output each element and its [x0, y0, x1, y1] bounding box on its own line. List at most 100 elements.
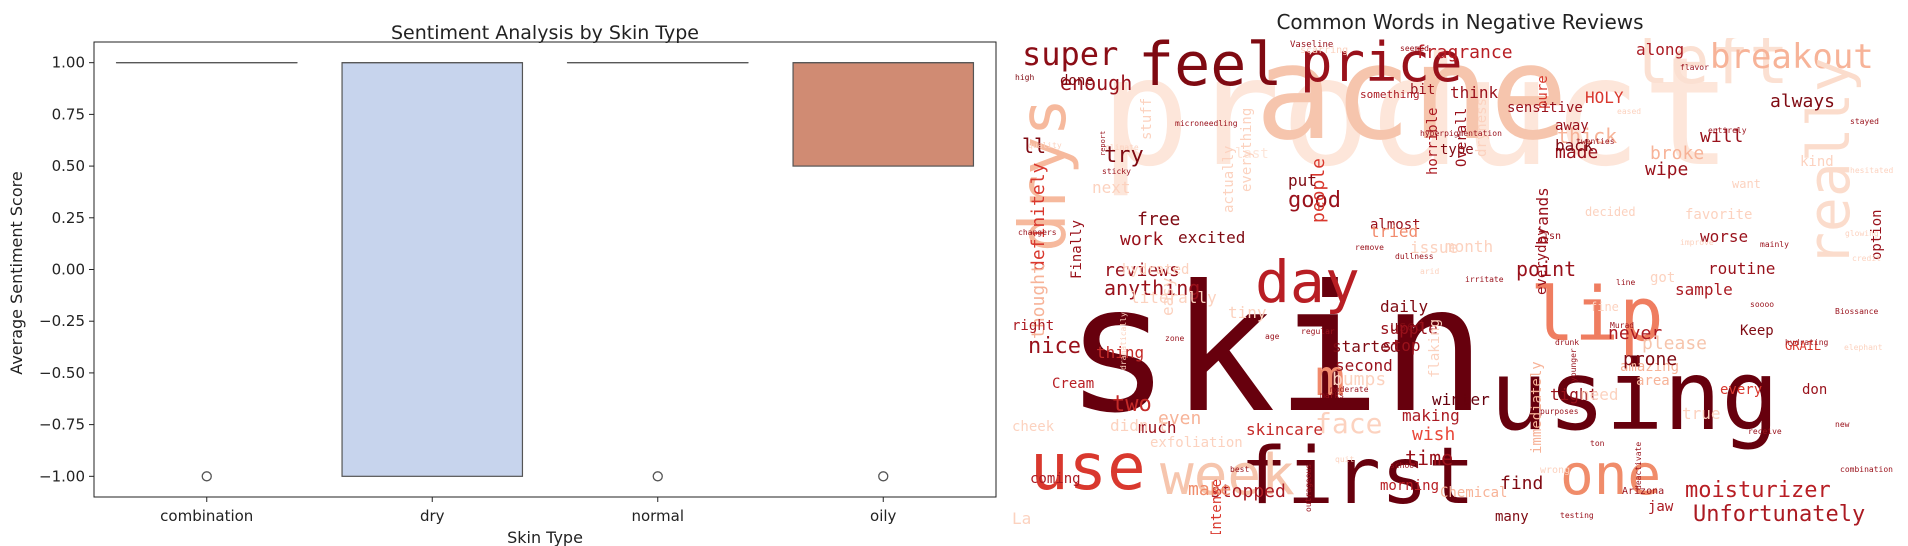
y-tick-label: 0.25: [52, 209, 85, 227]
wordcloud-word: everything: [1239, 107, 1255, 192]
wordcloud-word: m: [1315, 349, 1346, 407]
outlier-point: [652, 471, 663, 482]
wordcloud-word: improve: [1680, 238, 1714, 247]
wordcloud-word: seemed: [1400, 44, 1429, 53]
wordcloud-word: receive: [1748, 427, 1782, 436]
y-tick-label: −0.75: [39, 416, 85, 434]
y-tick-label: −1.00: [39, 467, 85, 485]
wordcloud-word: morning: [1380, 478, 1440, 494]
wordcloud-word: cheek: [1012, 419, 1055, 435]
wordcloud-word: testing: [1560, 511, 1594, 520]
wordcloud-word: hydrated: [1122, 262, 1190, 278]
wordcloud-word: decided: [1585, 205, 1636, 219]
wordcloud-word: product: [1100, 38, 1733, 200]
wordcloud-word: eased: [1617, 107, 1642, 116]
wordcloud-word: purposes: [1540, 407, 1579, 416]
wordcloud-word: moisturizer: [1685, 478, 1831, 503]
wordcloud-word: Finally: [1069, 219, 1085, 279]
wordcloud-word: second: [1335, 356, 1393, 375]
wordcloud-word: away: [1555, 118, 1589, 134]
wordcloud-word: stopped: [1210, 481, 1286, 502]
wordcloud-word: younger: [1569, 347, 1578, 382]
wordcloud-word: age: [1265, 332, 1280, 341]
wordcloud-word: got: [1650, 270, 1676, 286]
wordcloud-word: best: [1230, 465, 1250, 474]
wordcloud-word: amazing: [1620, 359, 1680, 375]
wordcloud-word: thing: [1096, 343, 1145, 362]
wordcloud-word: HOLY: [1585, 88, 1624, 107]
wordcloud-word: favorite: [1685, 207, 1753, 223]
wordcloud-word: broke: [1650, 143, 1705, 164]
wordcloud-word: sample: [1675, 280, 1733, 299]
wordcloud-word: sticky: [1102, 167, 1131, 176]
y-axis-label: Average Sentiment Score: [7, 171, 26, 374]
wordcloud-word: twenties: [1576, 137, 1615, 146]
wordcloud-word: skin: [1065, 249, 1487, 452]
wordcloud-word: marks: [1320, 391, 1345, 400]
wordcloud-word: prone: [1623, 349, 1678, 370]
wordcloud-word: worse: [1700, 227, 1749, 246]
wordcloud-word: microneedling: [1175, 119, 1238, 128]
wordcloud-word: glowing: [1845, 229, 1879, 238]
wordcloud-word: stayed: [1850, 117, 1879, 126]
wordcloud-word: Biossance: [1835, 307, 1879, 316]
box-oily: [792, 62, 975, 482]
outlier-point: [878, 471, 889, 482]
wordcloud-word: quality: [1028, 141, 1062, 150]
box-combination: [115, 62, 298, 482]
wordcloud-word: thick: [1557, 124, 1618, 148]
wordcloud-word: high: [1015, 73, 1035, 82]
y-tick-label: 0.00: [52, 261, 85, 279]
wordcloud-word: right: [1012, 318, 1055, 334]
wordcloud-word: La: [1012, 509, 1032, 528]
wordcloud-word: always: [1770, 91, 1836, 112]
wordcloud-word: issue: [1410, 238, 1459, 257]
wordcloud-word: true: [1682, 404, 1721, 423]
wordcloud-word: GRAIL: [1785, 339, 1822, 353]
wordcloud-word: feel: [1138, 38, 1283, 100]
wordcloud-word: think: [1450, 83, 1499, 102]
wordcloud-word: sensitive: [1507, 100, 1583, 116]
wordcloud-word: done: [1060, 73, 1094, 89]
y-tick-label: 0.75: [52, 105, 85, 123]
wordcloud-word: zone: [1165, 334, 1185, 343]
wordcloud-word: scarring: [1300, 45, 1349, 56]
wordcloud-word: bit: [1410, 82, 1436, 98]
x-tick-label: normal: [631, 507, 684, 525]
wordcloud-word: new: [1835, 420, 1850, 429]
wordcloud-word: put: [1288, 171, 1317, 190]
wordcloud-word: credit: [1852, 254, 1881, 263]
wordcloud-word: something: [1360, 88, 1420, 101]
wordcloud-word: flavor: [1680, 63, 1709, 72]
wordcloud-word: don: [1802, 382, 1828, 398]
wordcloud-word: ton: [1590, 439, 1605, 448]
y-tick-label: 0.50: [52, 157, 85, 175]
chart-title: Sentiment Analysis by Skin Type: [391, 22, 699, 44]
wordcloud-word: elephant: [1844, 343, 1883, 352]
wordcloud-word: fragrance: [1415, 42, 1513, 63]
wordcloud-word: almost: [1370, 217, 1421, 233]
wordcloud-word: entirely: [1708, 126, 1747, 135]
wordcloud-word: good: [1288, 188, 1341, 213]
wordcloud-word: isn: [1543, 231, 1562, 242]
wordcloud-word: one: [1560, 443, 1662, 508]
wordcloud-word: making: [1402, 406, 1460, 425]
wordcloud-word: face: [1315, 407, 1383, 440]
wordcloud-word: bumps: [1332, 369, 1387, 390]
wordcloud-word: Arizona: [1622, 486, 1665, 497]
wordcloud-title: Common Words in Negative Reviews: [1276, 10, 1644, 34]
wordcloud-word: time: [1405, 446, 1454, 470]
wordcloud-word: please: [1642, 333, 1708, 354]
wordcloud-word: next: [1092, 178, 1131, 197]
x-axis-label: Skin Type: [507, 528, 583, 546]
wordcloud-word: breakout: [1710, 38, 1874, 77]
wordcloud-word: drunk: [1555, 338, 1580, 347]
wordcloud-word: dryness: [1474, 97, 1490, 157]
wordcloud-word: month: [1445, 237, 1494, 256]
wordcloud-word: anything: [1104, 276, 1201, 300]
box-dry: [341, 62, 524, 477]
wordcloud-word: Keep: [1740, 323, 1774, 339]
wordcloud-word: quit: [1335, 455, 1355, 464]
wordcloud-word: horrible: [1425, 107, 1441, 176]
wordcloud-word: routine: [1708, 259, 1776, 278]
